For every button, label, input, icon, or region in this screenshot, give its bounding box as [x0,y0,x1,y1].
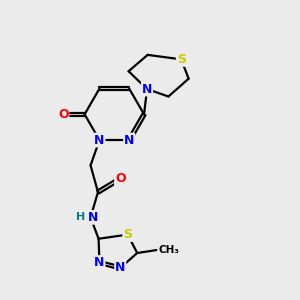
Text: N: N [88,211,99,224]
Text: O: O [58,108,68,121]
Text: N: N [124,134,134,147]
Text: S: S [177,53,186,66]
Text: H: H [76,212,86,222]
Text: CH₃: CH₃ [158,245,179,255]
Text: N: N [115,261,125,274]
Text: N: N [94,256,105,269]
Text: N: N [94,134,105,147]
Text: N: N [142,82,152,96]
Text: S: S [123,228,132,241]
Text: O: O [115,172,126,185]
